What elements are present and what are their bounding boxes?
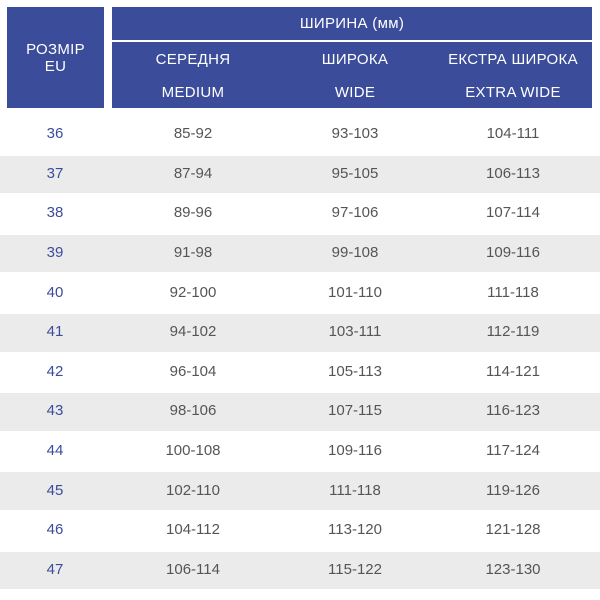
width-cell: 121-128 [485,521,541,539]
width-cell: 102-110 [166,481,220,499]
width-cell: 100-108 [165,442,221,460]
width-cell: 87-94 [173,164,213,182]
row-band [0,551,600,590]
header-label: ШИРИНА (мм) [299,15,405,32]
width-cell: 106-113 [486,164,540,182]
width-cell: 99-108 [331,244,379,262]
width-cell: 111-118 [329,481,381,499]
width-cell: 107-114 [486,204,540,222]
size-cell: 37 [46,164,64,182]
width-cell: 104-111 [486,125,540,143]
width-cell: 93-103 [331,125,379,143]
width-cell: 92-100 [169,283,217,301]
width-cell: 95-105 [331,164,379,182]
size-header: РОЗМІР EU [7,7,104,108]
column-name: ЕКСТРА ШИРОКА [448,50,578,68]
width-cell: 98-106 [169,402,217,420]
column-sub: EXTRA WIDE [465,83,561,101]
width-cell: 104-112 [166,521,220,539]
column-sub: WIDE [334,83,376,101]
row-band [0,314,600,352]
width-cell: 114-121 [486,362,540,380]
size-cell: 40 [46,283,64,301]
row-band [0,393,600,431]
header-label: EU [44,57,67,75]
width-cell: 94-102 [169,323,217,341]
size-cell: 44 [46,442,64,460]
width-cell: 96-104 [169,362,217,380]
column-sub: MEDIUM [161,83,225,101]
width-cell: 116-123 [486,402,540,420]
width-cell: 115-122 [328,560,382,578]
width-cell: 89-96 [173,204,213,222]
subheader [112,42,592,108]
size-cell: 38 [46,204,64,222]
width-cell: 111-118 [487,283,539,301]
size-cell: 42 [46,362,64,380]
size-cell: 43 [46,402,64,420]
width-cell: 105-113 [328,362,382,380]
width-cell: 101-110 [328,283,382,301]
width-cell: 109-116 [328,442,382,460]
size-cell: 36 [46,125,64,143]
size-cell: 46 [46,521,64,539]
width-cell: 85-92 [173,125,213,143]
size-cell: 39 [46,244,64,262]
size-cell: 47 [46,560,64,578]
row-band [0,155,600,194]
width-cell: 123-130 [485,560,541,578]
size-cell: 41 [46,323,64,341]
width-cell: 103-111 [328,323,382,341]
size-cell: 45 [46,481,64,499]
width-cell: 113-120 [328,521,382,539]
width-header: ШИРИНА (мм) [112,7,592,40]
column-name: ШИРОКА [321,50,389,68]
row-band [0,472,600,510]
width-cell: 97-106 [331,204,379,222]
width-cell: 106-114 [166,560,220,578]
width-cell: 112-119 [486,323,540,341]
header-label: РОЗМІР [26,40,85,58]
row-band [0,234,600,273]
column-name: СЕРЕДНЯ [155,50,231,68]
width-cell: 107-115 [328,402,382,420]
width-cell: 91-98 [173,244,213,262]
width-cell: 119-126 [486,481,540,499]
width-cell: 109-116 [486,244,540,262]
width-cell: 117-124 [486,442,540,460]
